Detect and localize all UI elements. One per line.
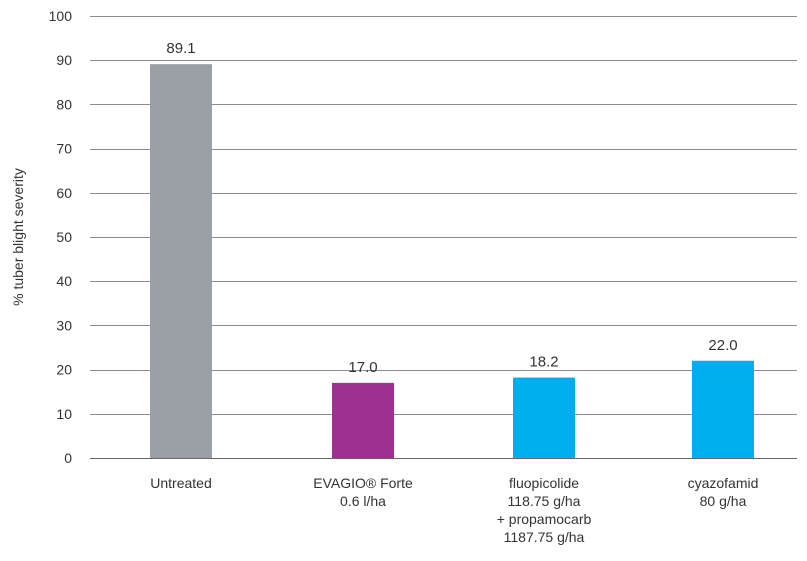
bar-value-label: 89.1 — [166, 40, 195, 57]
y-tick-label: 60 — [56, 185, 72, 201]
y-tick-label: 40 — [56, 273, 72, 289]
y-tick-label: 80 — [56, 96, 72, 112]
bar-value-label: 18.2 — [529, 354, 558, 371]
x-category-label-line: + propamocarb — [496, 511, 592, 527]
x-category-label-line: EVAGIO® Forte — [313, 475, 413, 491]
y-tick-label: 100 — [49, 8, 73, 24]
bar — [692, 360, 754, 458]
x-category-label: cyazofamid 80 g/ha — [648, 474, 798, 510]
y-tick-label: 20 — [56, 362, 72, 378]
x-category-label-line: 80 g/ha — [699, 493, 747, 509]
bars — [150, 64, 754, 458]
y-tick-label: 0 — [64, 450, 72, 466]
y-tick-label: 70 — [56, 141, 72, 157]
value-labels: 89.1 17.0 18.2 22.0 — [166, 40, 737, 376]
y-tick-label: 30 — [56, 317, 72, 333]
x-category-label: Untreated — [106, 474, 256, 492]
bar — [332, 382, 394, 458]
y-tick-label: 90 — [56, 52, 72, 68]
x-category-label-line: 0.6 l/ha — [340, 493, 386, 509]
bar — [150, 64, 212, 458]
x-category-label-line: 118.75 g/ha — [507, 493, 581, 509]
x-category-label-line: cyazofamid — [687, 475, 759, 491]
x-category-label-line: Untreated — [150, 475, 212, 491]
x-category-label: fluopicolide 118.75 g/ha + propamocarb 1187… — [469, 474, 619, 546]
x-category-label: EVAGIO® Forte 0.6 l/ha — [288, 474, 438, 510]
bar — [513, 377, 575, 458]
y-tick-label: 10 — [56, 406, 72, 422]
bar-value-label: 22.0 — [708, 337, 737, 354]
bar-value-label: 17.0 — [348, 359, 377, 376]
y-tick-label: 50 — [56, 229, 72, 245]
y-tick-labels: 0 10 20 30 40 50 60 70 80 90 100 — [49, 8, 73, 466]
x-category-label-line: fluopicolide — [508, 475, 580, 491]
x-category-label-line: 1187.75 g/ha — [503, 529, 585, 545]
